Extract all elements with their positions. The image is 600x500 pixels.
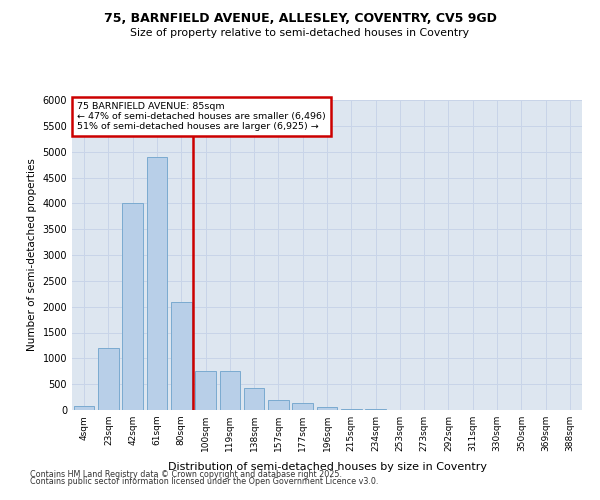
Bar: [341, 409, 362, 410]
Text: 75, BARNFIELD AVENUE, ALLESLEY, COVENTRY, CV5 9GD: 75, BARNFIELD AVENUE, ALLESLEY, COVENTRY…: [104, 12, 496, 26]
Bar: [244, 388, 265, 410]
Bar: [317, 408, 337, 410]
Text: 75 BARNFIELD AVENUE: 85sqm
← 47% of semi-detached houses are smaller (6,496)
51%: 75 BARNFIELD AVENUE: 85sqm ← 47% of semi…: [77, 102, 326, 132]
Text: Size of property relative to semi-detached houses in Coventry: Size of property relative to semi-detach…: [131, 28, 470, 38]
Bar: [98, 348, 119, 410]
Bar: [268, 400, 289, 410]
Bar: [122, 204, 143, 410]
Bar: [74, 406, 94, 410]
Bar: [220, 371, 240, 410]
Bar: [195, 371, 216, 410]
Text: Contains public sector information licensed under the Open Government Licence v3: Contains public sector information licen…: [30, 478, 379, 486]
Y-axis label: Number of semi-detached properties: Number of semi-detached properties: [27, 158, 37, 352]
Bar: [292, 404, 313, 410]
X-axis label: Distribution of semi-detached houses by size in Coventry: Distribution of semi-detached houses by …: [167, 462, 487, 472]
Bar: [146, 157, 167, 410]
Text: Contains HM Land Registry data © Crown copyright and database right 2025.: Contains HM Land Registry data © Crown c…: [30, 470, 342, 479]
Bar: [171, 302, 191, 410]
